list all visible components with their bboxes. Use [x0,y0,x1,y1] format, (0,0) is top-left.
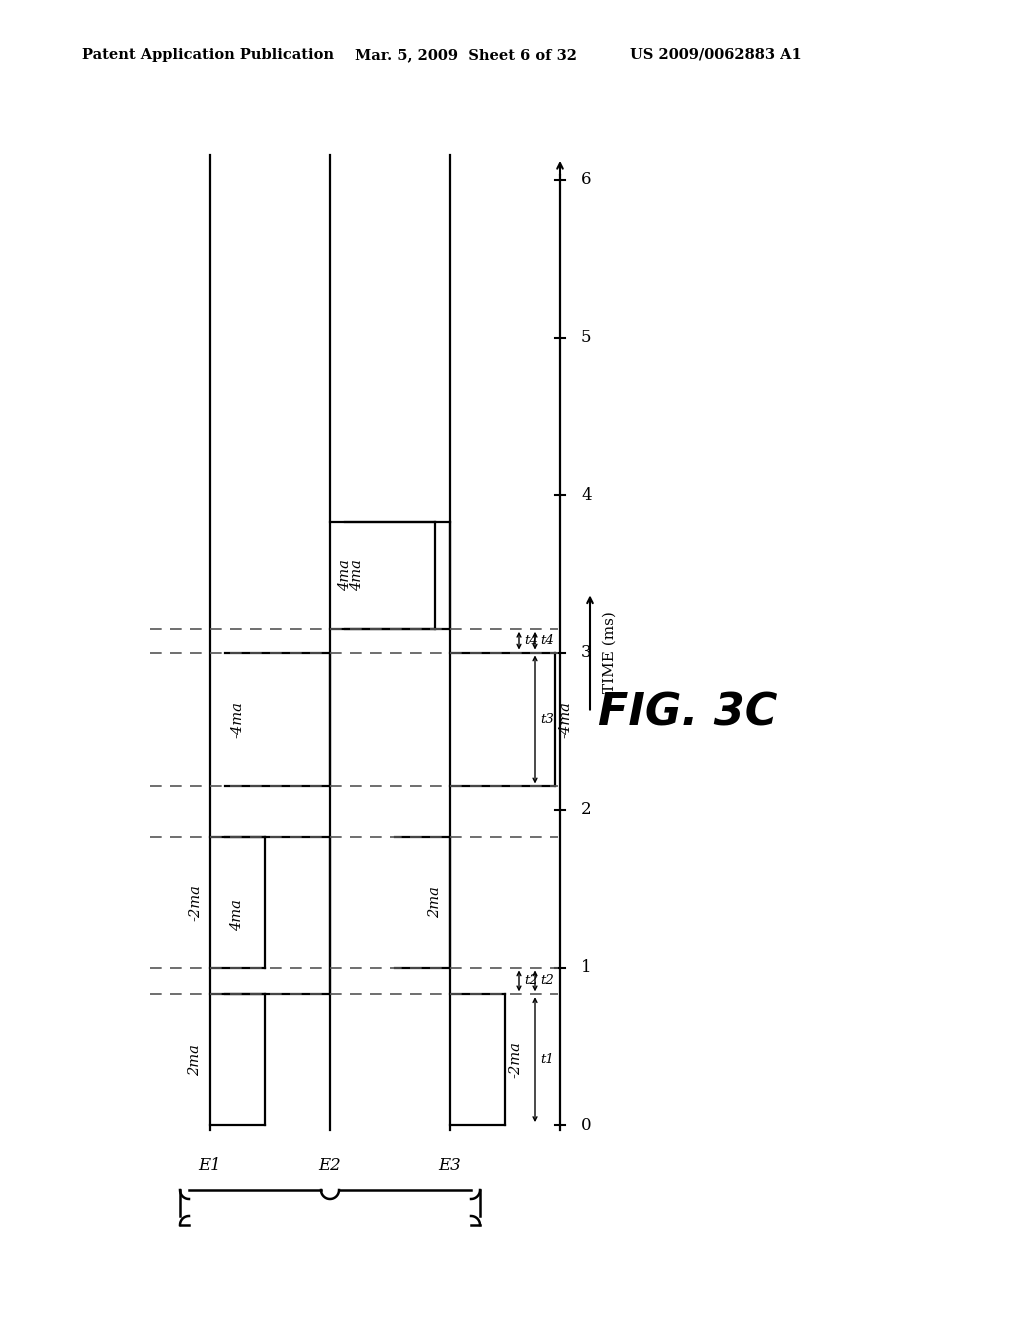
Text: FIG. 3C: FIG. 3C [598,690,777,734]
Text: 5: 5 [581,329,592,346]
Text: t2: t2 [540,974,554,987]
Text: E3: E3 [438,1158,462,1173]
Text: -2ma: -2ma [508,1041,522,1078]
Text: E2: E2 [318,1158,341,1173]
Text: t4: t4 [540,634,554,647]
Text: t3: t3 [540,713,554,726]
Text: -4ma: -4ma [230,701,244,738]
Text: US 2009/0062883 A1: US 2009/0062883 A1 [630,48,802,62]
Text: 3: 3 [581,644,592,661]
Text: 2: 2 [581,801,592,818]
Text: Mar. 5, 2009  Sheet 6 of 32: Mar. 5, 2009 Sheet 6 of 32 [355,48,577,62]
Text: E1: E1 [199,1158,221,1173]
Text: t4: t4 [524,634,538,647]
Text: 4ma: 4ma [338,560,352,591]
Text: Patent Application Publication: Patent Application Publication [82,48,334,62]
Text: TIME (ms): TIME (ms) [603,611,617,693]
Text: 6: 6 [581,172,592,189]
Text: t2: t2 [524,974,538,987]
Text: 4: 4 [581,487,592,503]
Text: 0: 0 [581,1117,592,1134]
Text: -2ma: -2ma [188,883,202,920]
Text: 2ma: 2ma [428,886,442,919]
Text: 1: 1 [581,960,592,975]
Text: 2ma: 2ma [188,1044,202,1076]
Text: 4ma: 4ma [350,560,364,591]
Text: t1: t1 [540,1053,554,1067]
Text: -4ma: -4ma [558,701,572,738]
Text: 4ma: 4ma [230,900,244,932]
